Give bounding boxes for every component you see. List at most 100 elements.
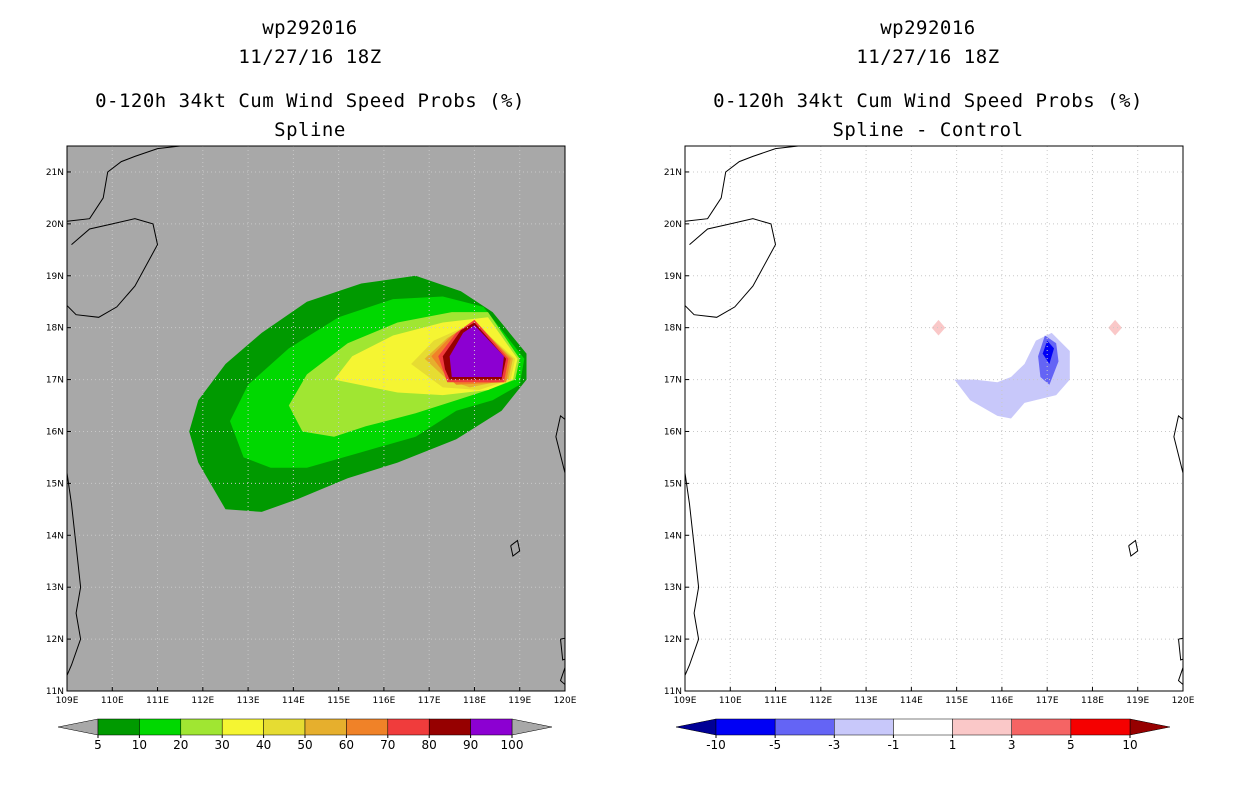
colorbar-label: 50 (297, 738, 312, 752)
plot-frame (684, 145, 1184, 692)
colorbar-swatch (180, 718, 223, 736)
contour-level-neg5-2 (1042, 340, 1054, 364)
x-tick-label: 113E (855, 696, 878, 706)
colorbar-swatch (387, 718, 430, 736)
y-tick-label: 17N (46, 376, 64, 386)
colorbar-swatch (304, 718, 347, 736)
plot-frame (66, 145, 566, 692)
x-tick-label: 115E (945, 696, 968, 706)
y-tick-label: 17N (664, 376, 682, 386)
coastline-4 (1188, 556, 1229, 624)
y-tick-label: 20N (664, 220, 682, 230)
colorbar-swatch (221, 718, 264, 736)
x-tick-label: 117E (418, 696, 441, 706)
x-tick-label: 113E (237, 696, 260, 706)
x-tick-label: 119E (508, 696, 531, 706)
y-tick-label: 11N (46, 687, 64, 697)
y-tick-label: 20N (46, 220, 64, 230)
colorbar-arrow-low (57, 718, 99, 736)
x-tick-label: 112E (809, 696, 832, 706)
x-tick-label: 115E (327, 696, 350, 706)
colorbar-label: 90 (463, 738, 478, 752)
colorbar-arrow-high (1129, 718, 1171, 736)
colorbar-label: 20 (173, 738, 188, 752)
colorbar-swatch (139, 718, 182, 736)
x-tick-label: 120E (554, 696, 577, 706)
left-title-line-2: 11/27/16 18Z (238, 46, 382, 68)
y-tick-label: 12N (664, 635, 682, 645)
chart-panel-left: 109E 110E 111E 112E 113E 114E 115E 116E 117E 118E… (46, 145, 611, 752)
colorbar-label: 30 (215, 738, 230, 752)
y-tick-label: 14N (46, 531, 64, 541)
x-tick-label: 116E (990, 696, 1013, 706)
y-tick-label: 15N (664, 479, 682, 489)
x-tick-label: 119E (1126, 696, 1149, 706)
x-tick-label: 111E (764, 696, 787, 706)
y-tick-label: 21N (664, 168, 682, 178)
y-tick-label: 15N (46, 479, 64, 489)
right-title-line-4: Spline - Control (832, 119, 1024, 141)
coastlines (67, 146, 611, 686)
colorbar-label: -3 (828, 738, 840, 752)
x-tick-label: 114E (900, 696, 923, 706)
coastline-0 (685, 146, 799, 222)
colorbar-swatch (952, 718, 1012, 736)
chart-panel-right: 109E 110E 111E 112E 113E 114E 115E 116E 117E 118E… (664, 145, 1229, 752)
y-tick-label: 21N (46, 168, 64, 178)
colorbar-label: 10 (1122, 738, 1137, 752)
y-tick-label: 13N (664, 583, 682, 593)
y-tick-label: 14N (664, 531, 682, 541)
x-tick-label: 110E (719, 696, 742, 706)
colorbar-label: 3 (1008, 738, 1016, 752)
coastline-7 (1128, 539, 1139, 557)
y-tick-label: 12N (46, 635, 64, 645)
colorbar-label: 60 (339, 738, 354, 752)
colorbar-swatch (1011, 718, 1072, 736)
y-tick-label: 18N (46, 324, 64, 334)
y-tick-label: 16N (664, 427, 682, 437)
colorbar-swatch (428, 718, 471, 736)
left-title: wp292016 11/27/16 18Z 0-120h 34kt Cum Wi… (60, 14, 560, 145)
left-title-line-3: 0-120h 34kt Cum Wind Speed Probs (%) (95, 90, 525, 112)
contour-level-1-3 (931, 319, 946, 336)
x-tick-label: 117E (1036, 696, 1059, 706)
colorbar-label: -10 (706, 738, 726, 752)
colorbar-label: 1 (949, 738, 957, 752)
colorbar-arrow-low (675, 718, 717, 736)
coastline-5 (560, 637, 565, 661)
right-title-line-3: 0-120h 34kt Cum Wind Speed Probs (%) (713, 90, 1143, 112)
coastline-2 (685, 472, 700, 677)
x-tick-label: 110E (101, 696, 124, 706)
x-tick-label: 118E (463, 696, 486, 706)
x-tick-label: 116E (372, 696, 395, 706)
coastline-6 (1177, 667, 1183, 686)
contour-level-1-4 (1108, 319, 1122, 336)
colorbar-swatch (715, 718, 776, 736)
plot-background (685, 146, 1183, 691)
coastline-0 (67, 146, 181, 222)
colorbar-label: 5 (94, 738, 102, 752)
y-tick-label: 16N (46, 427, 64, 437)
contour-level-90-9 (449, 325, 504, 377)
colorbar-swatch (470, 718, 513, 736)
coastline-1 (67, 218, 159, 318)
colorbar-swatch (1070, 718, 1131, 736)
colorbar-label: 80 (422, 738, 437, 752)
x-tick-label: 114E (282, 696, 305, 706)
y-tick-label: 19N (46, 272, 64, 282)
colorbar-swatch (774, 718, 835, 736)
coastline-4 (570, 556, 611, 624)
x-tick-label: 111E (146, 696, 169, 706)
right-title: wp292016 11/27/16 18Z 0-120h 34kt Cum Wi… (678, 14, 1178, 145)
x-tick-label: 109E (674, 696, 697, 706)
coastline-7 (510, 539, 521, 557)
coastline-6 (559, 667, 565, 686)
coastline-5 (1178, 637, 1183, 661)
y-tick-label: 13N (46, 583, 64, 593)
y-tick-label: 19N (664, 272, 682, 282)
x-tick-label: 112E (191, 696, 214, 706)
x-tick-label: 118E (1081, 696, 1104, 706)
colorbar-label: 100 (501, 738, 524, 752)
colorbar-label: -1 (887, 738, 899, 752)
